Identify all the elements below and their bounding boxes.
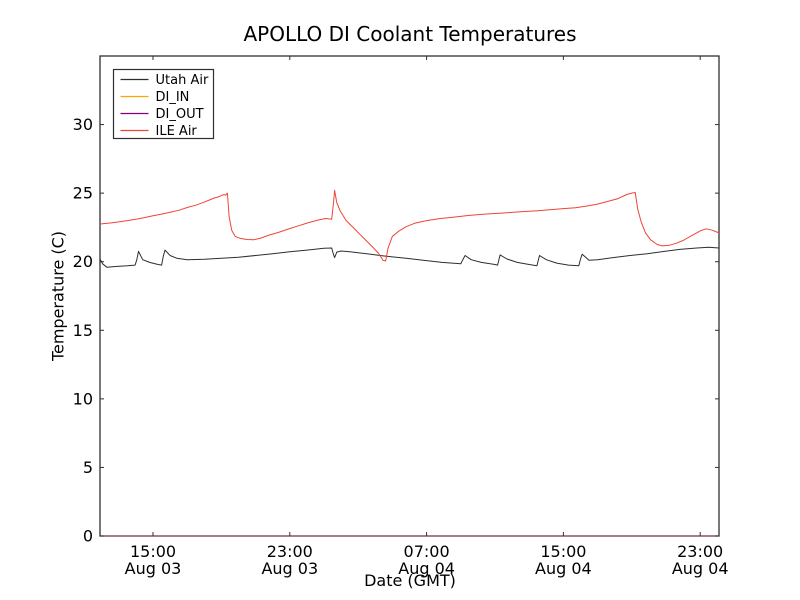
y-tick-label: 15 [73,321,93,340]
x-tick-label-date: Aug 03 [261,559,318,578]
legend-box [112,68,215,140]
series-ile-air-line [99,189,720,262]
x-tick-label-date: Aug 04 [672,559,729,578]
x-tick-label-time: 15:00 [130,542,176,561]
y-tick-label: 0 [83,527,93,546]
chart-title: APOLLO DI Coolant Temperatures [243,22,577,46]
legend-label: Utah Air [156,73,209,88]
y-axis-label: Temperature (C) [48,230,68,362]
x-tick-label-date: Aug 04 [535,559,592,578]
x-tick-label-time: 07:00 [404,542,450,561]
x-tick-label-date: Aug 04 [398,559,455,578]
y-tick-label: 10 [73,389,93,408]
legend-label: DI_IN [156,90,190,105]
y-tick-label: 30 [73,115,93,134]
x-axis-label: Date (GMT) [364,571,456,590]
x-tick-label-time: 15:00 [540,542,586,561]
legend-label: ILE Air [156,124,198,139]
y-tick-label: 5 [83,458,93,477]
x-tick-label-time: 23:00 [267,542,313,561]
legend-label: DI_OUT [156,107,204,122]
series-utah-air-line [99,246,720,268]
y-tick-label: 20 [73,252,93,271]
x-tick-label-date: Aug 03 [125,559,182,578]
y-tick-label: 25 [73,184,93,203]
x-tick-label-time: 23:00 [677,542,723,561]
